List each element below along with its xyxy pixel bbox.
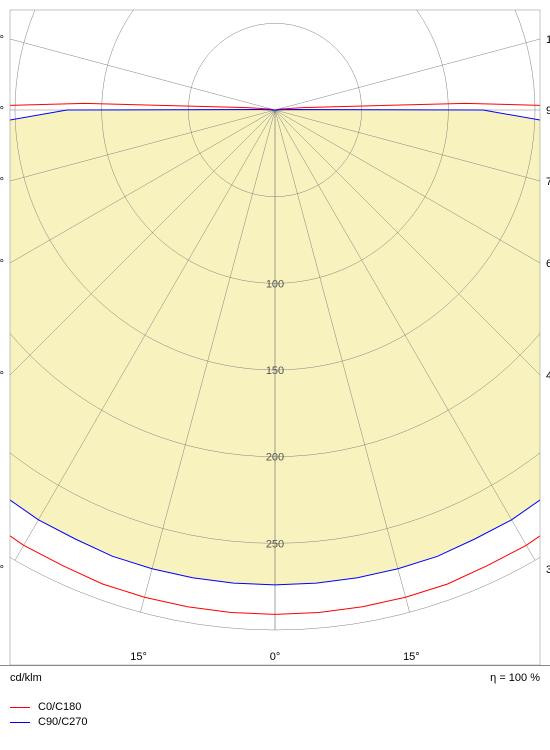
polar-chart: 100 150 200 250 105° 105° 90° 90° 75° 75° 60° 60° 45… [0,0,550,750]
svg-text:15°: 15° [130,651,147,663]
eta-label: η = 100 % [490,672,540,684]
svg-text:150: 150 [266,365,284,377]
polar-plot: 100 150 200 250 105° 105° 90° 90° 75° 75° 60° 60° 45… [0,0,550,665]
legend-label: C90/C270 [38,716,88,728]
svg-text:60°: 60° [0,258,4,270]
svg-text:90°: 90° [0,105,4,117]
svg-text:75°: 75° [546,176,550,188]
svg-text:100: 100 [266,278,284,290]
svg-text:30°: 30° [546,564,550,576]
svg-text:75°: 75° [0,176,4,188]
svg-text:105°: 105° [0,34,4,46]
svg-text:45°: 45° [546,370,550,382]
svg-text:60°: 60° [546,258,550,270]
svg-text:45°: 45° [0,370,4,382]
legend: C0/C180 C90/C270 [0,690,550,739]
svg-text:105°: 105° [546,34,550,46]
svg-text:250: 250 [266,538,284,550]
chart-footer: cd/klm η = 100 % [0,665,550,690]
svg-text:15°: 15° [403,651,420,663]
legend-swatch-icon [10,707,30,708]
svg-text:200: 200 [266,452,284,464]
svg-text:0°: 0° [270,651,281,663]
legend-item: C0/C180 [10,701,540,713]
svg-text:30°: 30° [0,564,4,576]
legend-swatch-icon [10,722,30,723]
unit-label: cd/klm [10,672,42,684]
legend-item: C90/C270 [10,716,540,728]
legend-label: C0/C180 [38,701,81,713]
svg-text:90°: 90° [546,105,550,117]
